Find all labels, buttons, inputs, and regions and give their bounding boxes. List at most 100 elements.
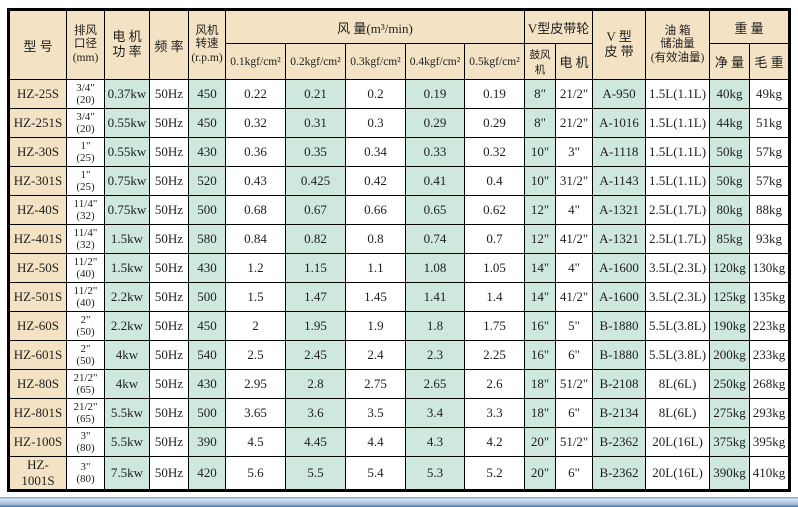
header-oil-tank: 油 箱 储油量 (有效油量) [645,9,711,80]
cell-net: 44kg [709,108,751,138]
cell-airflow-4: 0.4 [463,166,526,196]
cell-belt: A-1118 [592,137,647,167]
cell-pulley_blower: 18" [524,369,557,399]
cell-net: 50kg [709,137,751,167]
cell-freq: 50Hz [149,456,189,491]
cell-port: 1" (25) [66,137,105,167]
cell-power: 2.2kw [104,311,150,341]
cell-speed: 390 [188,427,226,457]
cell-speed: 450 [188,108,226,138]
cell-port: 21/2" (65) [66,398,105,428]
header-weight-gross: 毛 重 [749,43,791,80]
cell-pulley_blower: 20" [524,427,557,457]
cell-freq: 50Hz [149,282,189,312]
cell-port: 11/4" (32) [66,195,105,225]
cell-port: 2" (50) [66,340,105,370]
cell-freq: 50Hz [149,166,189,196]
cell-power: 0.75kw [104,166,150,196]
cell-oil: 20L(16L) [645,427,711,457]
cell-oil: 5.5L(3.8L) [645,340,711,370]
cell-pulley_blower: 20" [524,456,557,491]
cell-power: 2.2kw [104,282,150,312]
cell-airflow-4: 1.75 [463,311,526,341]
table-row: HZ-60S 2" (50) 2.2kw 50Hz 450 2 1.95 1.9 1.8 1.75… [8,311,791,341]
header-pulley-blower: 鼓风机 [524,43,557,80]
table-row: HZ-401S 11/4" (32) 1.5kw 50Hz 580 0.84 0.82 0.8… [8,224,791,254]
table-row: HZ-30S 1" (25) 0.55kw 50Hz 430 0.36 0.35 0.34 0.… [8,137,791,167]
table-row: HZ-601S 2" (50) 4kw 50Hz 540 2.5 2.45 2.4 2.3 2.2… [8,340,791,370]
cell-freq: 50Hz [149,398,189,428]
cell-belt: B-2108 [592,369,647,399]
cell-port: 11/4" (32) [66,224,105,254]
cell-pulley_motor: 6" [555,340,594,370]
cell-airflow-0: 0.43 [225,166,286,196]
cell-airflow-3: 0.41 [405,166,465,196]
table-row: HZ-80S 21/2" (65) 4kw 50Hz 430 2.95 2.8 2.75 2.6… [8,369,791,399]
cell-belt: B-2362 [592,427,647,457]
cell-airflow-1: 0.67 [285,195,346,225]
cell-pulley_blower: 14" [524,282,557,312]
cell-gross: 57kg [749,137,791,167]
header-weight-net: 净 量 [709,43,751,80]
header-weight-group: 重 量 [709,9,791,44]
cell-airflow-1: 0.35 [285,137,346,167]
cell-oil: 1.5L(1.1L) [645,108,711,138]
cell-airflow-4: 0.62 [463,195,526,225]
cell-port: 1" (25) [66,166,105,196]
cell-airflow-3: 0.33 [405,137,465,167]
cell-airflow-1: 0.31 [285,108,346,138]
table-row: HZ-301S 1" (25) 0.75kw 50Hz 520 0.43 0.425 0.42… [8,166,791,196]
cell-airflow-2: 1.9 [345,311,406,341]
cell-net: 125kg [709,282,751,312]
cell-gross: 268kg [749,369,791,399]
cell-airflow-4: 2.25 [463,340,526,370]
cell-gross: 93kg [749,224,791,254]
cell-speed: 420 [188,456,226,491]
cell-airflow-3: 1.08 [405,253,465,283]
cell-pulley_motor: 41/2" [555,282,594,312]
cell-airflow-3: 4.3 [405,427,465,457]
cell-airflow-4: 2.6 [463,369,526,399]
cell-net: 190kg [709,311,751,341]
cell-belt: A-1321 [592,224,647,254]
cell-pulley_motor: 4" [555,195,594,225]
cell-model: HZ-401S [8,224,67,254]
cell-airflow-1: 4.45 [285,427,346,457]
cell-speed: 430 [188,253,226,283]
cell-pulley_motor: 51/2" [555,369,594,399]
cell-model: HZ-40S [8,195,67,225]
cell-airflow-3: 0.65 [405,195,465,225]
cell-model: HZ-80S [8,369,67,399]
cell-pulley_motor: 31/2" [555,166,594,196]
cell-oil: 8L(6L) [645,398,711,428]
table-row: HZ-251S 3/4" (20) 0.55kw 50Hz 450 0.32 0.31 0.3… [8,108,791,138]
cell-power: 0.55kw [104,108,150,138]
cell-port: 11/2" (40) [66,253,105,283]
cell-airflow-3: 0.74 [405,224,465,254]
cell-speed: 500 [188,398,226,428]
cell-airflow-0: 4.5 [225,427,286,457]
cell-gross: 395kg [749,427,791,457]
cell-gross: 135kg [749,282,791,312]
cell-speed: 520 [188,166,226,196]
cell-net: 250kg [709,369,751,399]
cell-power: 1.5kw [104,224,150,254]
cell-airflow-4: 4.2 [463,427,526,457]
cell-model: HZ-501S [8,282,67,312]
cell-belt: B-1880 [592,340,647,370]
cell-speed: 580 [188,224,226,254]
cell-port: 3/4" (20) [66,79,105,109]
cell-belt: A-1016 [592,108,647,138]
cell-power: 0.55kw [104,137,150,167]
cell-airflow-4: 1.05 [463,253,526,283]
cell-gross: 51kg [749,108,791,138]
cell-freq: 50Hz [149,311,189,341]
cell-airflow-0: 0.84 [225,224,286,254]
cell-net: 200kg [709,340,751,370]
cell-airflow-4: 5.2 [463,456,526,491]
cell-model: HZ-251S [8,108,67,138]
cell-airflow-0: 2 [225,311,286,341]
cell-pulley_blower: 8" [524,79,557,109]
cell-port: 3" (80) [66,456,105,491]
cell-power: 7.5kw [104,456,150,491]
